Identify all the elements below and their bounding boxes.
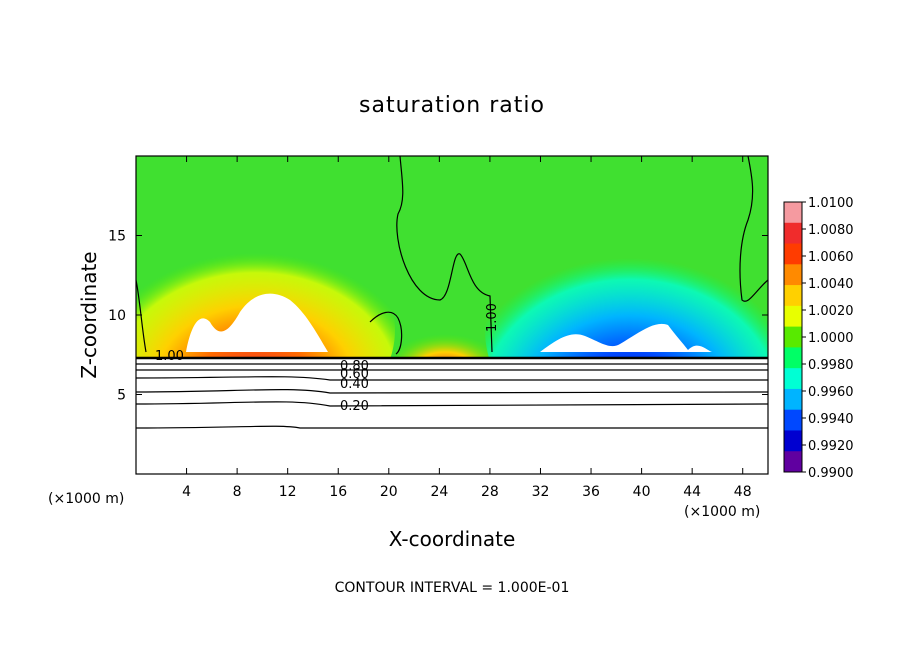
colorbar-tick-label: 0.9920 <box>808 439 854 454</box>
x-tick-label: 24 <box>430 484 448 500</box>
contour-label: 0.80 <box>340 359 369 374</box>
colorbar-swatch <box>784 388 802 411</box>
contour-interval-note: CONTOUR INTERVAL = 1.000E-01 <box>335 580 570 596</box>
x-tick-label: 36 <box>582 484 600 500</box>
cloud-free-region-west <box>186 293 328 352</box>
x-tick-label: 28 <box>481 484 499 500</box>
plot-area: 1.00 1.00 0.80 0.60 0.40 0.20 <box>135 155 769 475</box>
contour-lines <box>135 155 769 429</box>
contour-0-30 <box>135 389 769 394</box>
x-tick-label: 44 <box>683 484 701 500</box>
x-tick-label: 48 <box>734 484 752 500</box>
colorbar-swatch <box>784 368 802 390</box>
colorbar-tick-label: 1.0080 <box>808 223 854 238</box>
y-axis-ticks: 5 10 15 <box>108 229 768 404</box>
colorbar-tick-label: 0.9960 <box>808 385 854 400</box>
warm-anomaly-center <box>395 322 495 358</box>
colorbar-swatch <box>784 305 802 328</box>
lower-domain <box>136 358 768 474</box>
y-tick-label: 5 <box>117 388 126 404</box>
colorbar-swatch <box>784 222 802 245</box>
colorbar-swatch <box>784 451 802 473</box>
x-axis-ticks: 4 8 12 16 20 24 28 32 36 40 44 48 <box>182 156 752 500</box>
contour-label: 0.20 <box>340 399 369 414</box>
y-axis-title: Z-coordinate <box>77 251 101 378</box>
contour-1-00-center <box>396 155 493 353</box>
contour-0-40 <box>135 376 768 381</box>
field-shading <box>136 210 768 358</box>
colorbar-swatch <box>784 264 802 286</box>
x-tick-label: 16 <box>329 484 347 500</box>
x-axis-title: X-coordinate <box>389 527 516 551</box>
colorbar-swatch <box>784 430 802 452</box>
chart-title: saturation ratio <box>359 93 545 118</box>
colorbar-tick-label: 1.0060 <box>808 250 854 265</box>
x-tick-label: 32 <box>532 484 550 500</box>
colorbar-tick-label: 1.0040 <box>808 277 854 292</box>
x-tick-label: 4 <box>182 484 191 500</box>
x-unit-label-left: (×1000 m) <box>48 491 124 507</box>
contour-label-group: 1.00 1.00 0.80 0.60 0.40 0.20 <box>155 303 500 414</box>
contour-1-00-east <box>739 155 769 302</box>
colorbar-tick-label: 1.0100 <box>808 196 854 211</box>
colorbar-tick-label: 1.0020 <box>808 304 854 319</box>
x-tick-label: 8 <box>233 484 242 500</box>
x-tick-label: 12 <box>279 484 297 500</box>
colorbar-swatch <box>784 409 802 431</box>
y-tick-label: 15 <box>108 229 126 245</box>
colorbar-swatch <box>784 326 802 348</box>
colorbar-swatch <box>784 285 802 307</box>
colorbar-tick-label: 0.9980 <box>808 358 854 373</box>
contour-label: 1.00 <box>485 303 500 332</box>
cool-anomaly-east <box>485 210 768 358</box>
contour-label: 1.00 <box>155 349 184 364</box>
x-tick-label: 20 <box>380 484 398 500</box>
colorbar: 1.0100 1.0080 1.0060 1.0040 1.0020 1.0000 0.99… <box>783 196 854 481</box>
y-tick-label: 10 <box>108 308 126 324</box>
contour-1-00-pocket <box>369 311 403 355</box>
colorbar-tick-label: 0.9900 <box>808 466 854 481</box>
colorbar-swatch <box>784 202 802 224</box>
contour-0-10 <box>135 425 768 429</box>
colorbar-swatch <box>784 347 802 369</box>
colorbar-tick-label: 0.9940 <box>808 412 854 427</box>
cloud-free-region-east <box>540 323 712 352</box>
colorbar-swatch <box>784 243 802 265</box>
x-unit-label-right: (×1000 m) <box>684 504 760 520</box>
colorbar-tick-label: 1.0000 <box>808 331 854 346</box>
contour-label: 0.60 <box>340 367 369 382</box>
contour-0-20 <box>135 401 769 407</box>
x-tick-label: 40 <box>633 484 651 500</box>
contour-label: 0.40 <box>340 377 369 392</box>
